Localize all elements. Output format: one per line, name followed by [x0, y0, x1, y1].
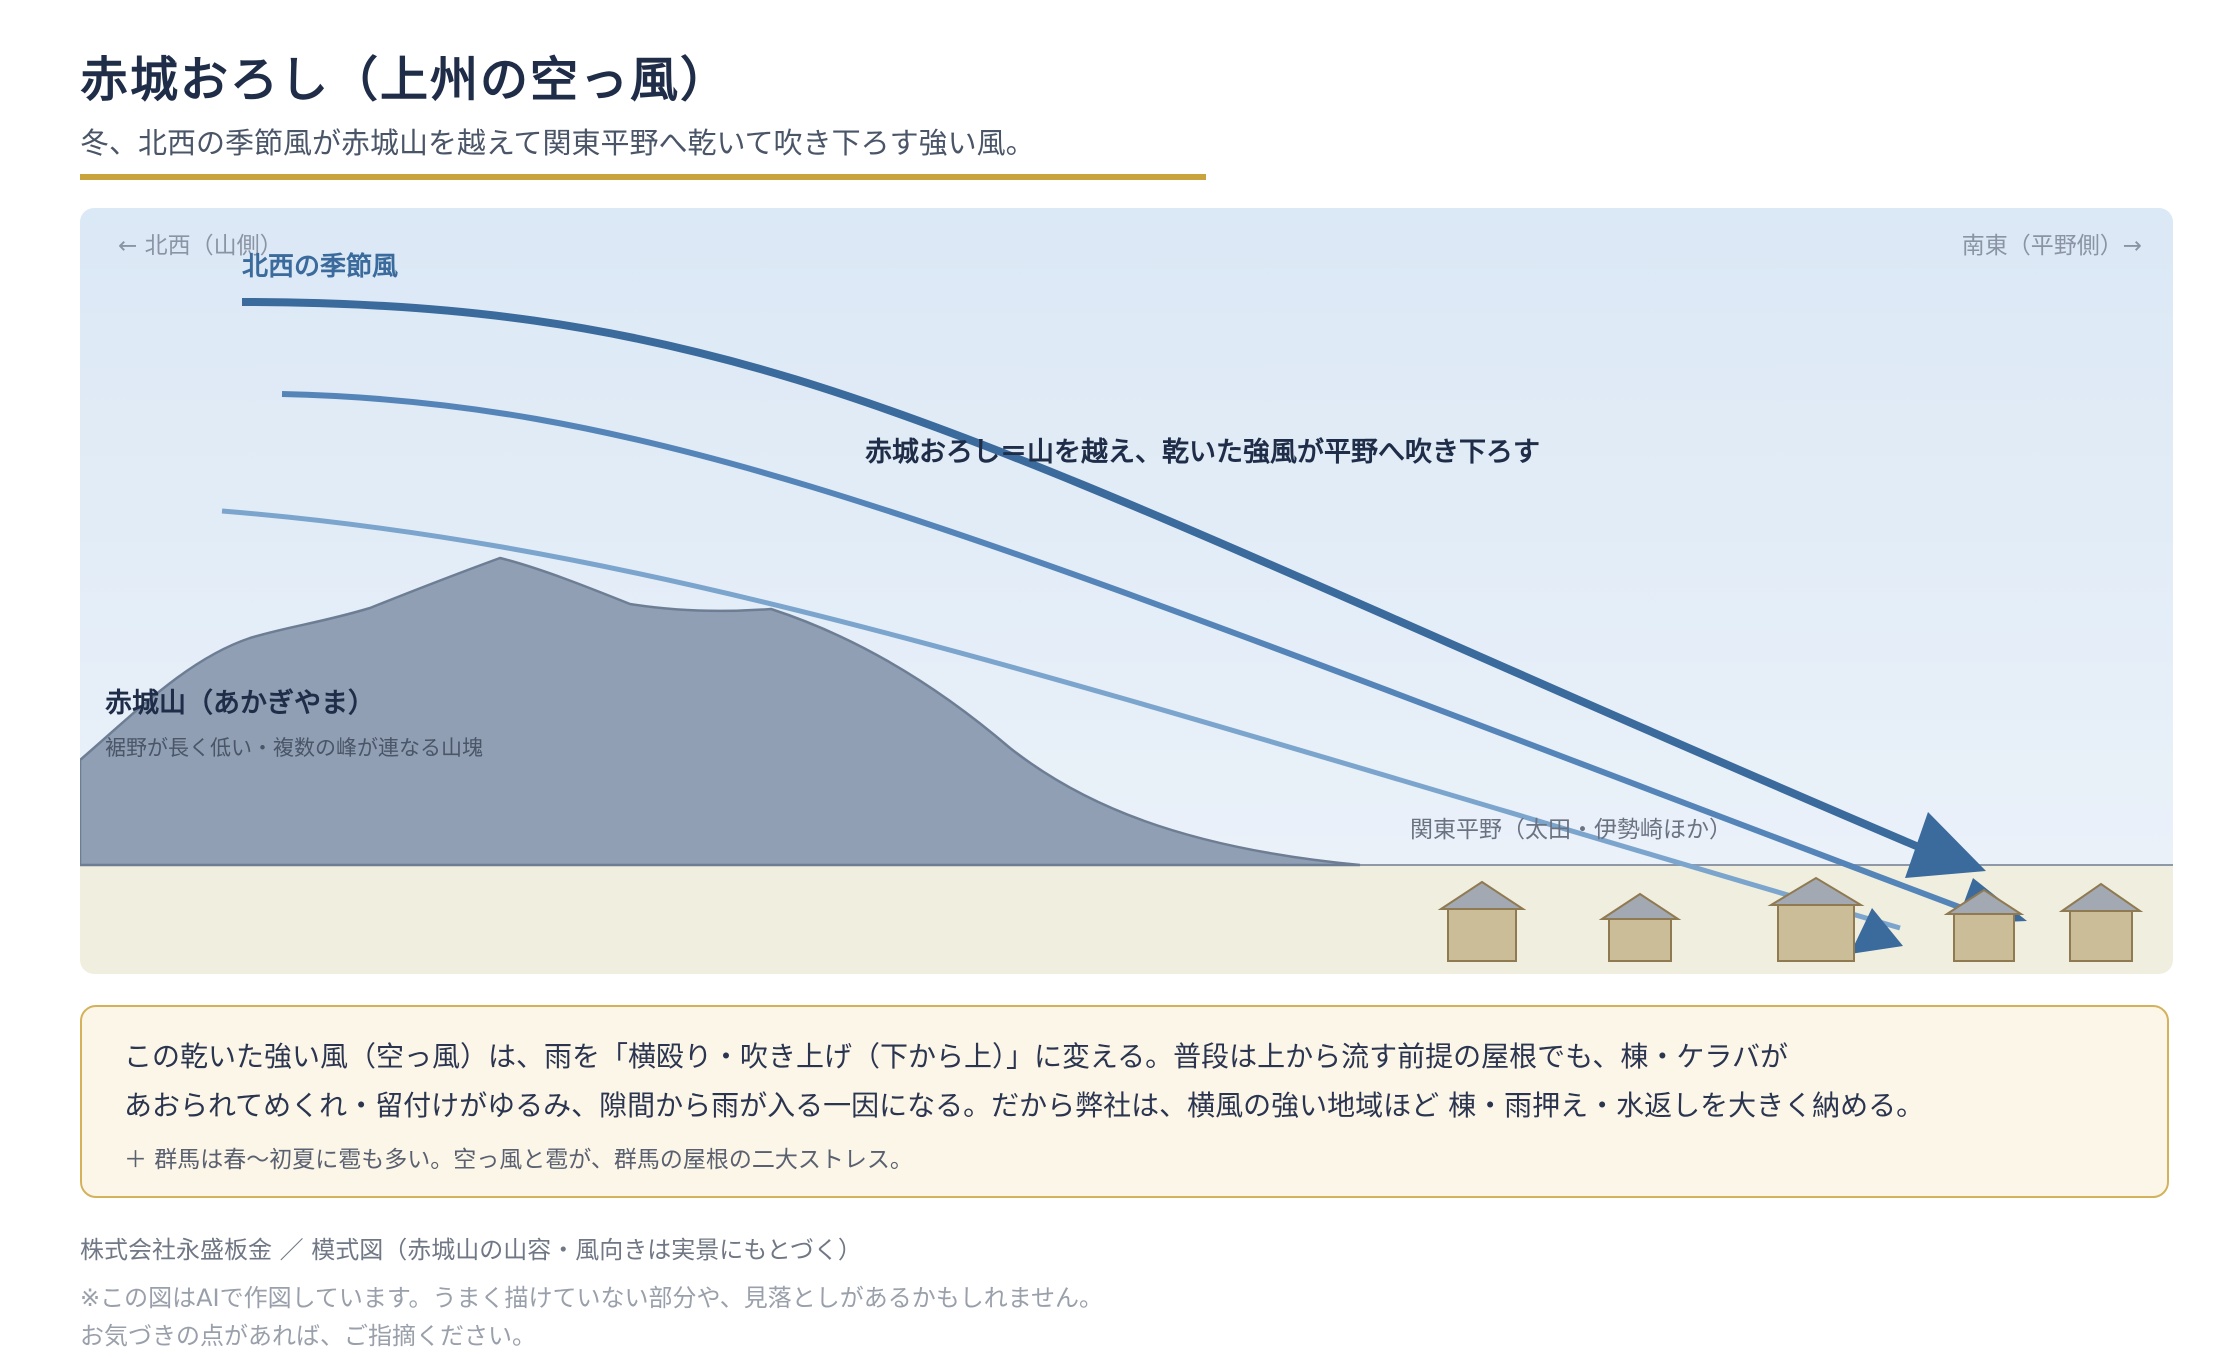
direction-right-label: 南東（平野側）→: [1962, 233, 2142, 259]
house: [1437, 880, 1527, 962]
direction-left-label: ← 北西（山側）: [118, 233, 283, 259]
mountain-description: 裾野が長く低い・複数の峰が連なる山塊: [105, 736, 483, 760]
house: [1598, 892, 1682, 962]
mountain-name: 赤城山（あかぎやま）: [105, 688, 375, 719]
plain-label: 関東平野（太田・伊勢崎ほか）: [1410, 817, 1732, 843]
main-label: 赤城おろし＝山を越え、乾いた強風が平野へ吹き下ろす: [865, 436, 1540, 468]
wind-arrowhead-strong: [1905, 812, 1986, 878]
credit-text: 株式会社永盛板金 ／ 模式図（赤城山の山容・風向きは実景にもとづく）: [80, 1236, 862, 1264]
ground: [80, 865, 2173, 974]
wind-label: 北西の季節風: [242, 251, 398, 282]
akagi-mountain: [80, 556, 1361, 867]
wind-arrow-light: [221, 508, 1901, 931]
wind-arrow-mid: [281, 391, 1977, 916]
note-line-3: ＋ 群馬は春〜初夏に雹も多い。空っ風と雹が、群馬の屋根の二大ストレス。: [124, 1147, 913, 1173]
note-line-2: あおられてめくれ・留付けがゆるみ、隙間から雨が入る一因になる。だから弊社は、横風…: [124, 1089, 1925, 1122]
title-underline: [80, 174, 1206, 180]
disclaimer-text: ※この図はAIで作図しています。うまく描けていない部分や、見落としがあるかもしれ…: [80, 1284, 1104, 1312]
page-subtitle: 冬、北西の季節風が赤城山を越えて関東平野へ乾いて吹き下ろす強い風。: [80, 126, 1035, 160]
house: [1943, 888, 2025, 962]
house: [1767, 876, 1865, 962]
note-line-1: この乾いた強い風（空っ風）は、雨を「横殴り・吹き上げ（下から上）」に変える。普段…: [124, 1040, 1789, 1073]
wind-arrowhead-light: [1850, 908, 1903, 954]
disclaimer-request-text: お気づきの点があれば、ご指摘ください。: [80, 1322, 536, 1350]
wind-arrow-strong: [241, 298, 1930, 855]
explanation-note: この乾いた強い風（空っ風）は、雨を「横殴り・吹き上げ（下から上）」に変える。普段…: [80, 1005, 2169, 1198]
page-title: 赤城おろし（上州の空っ風）: [80, 52, 731, 108]
house: [2058, 882, 2144, 962]
wind-diagram: ← 北西（山側） 南東（平野側）→ 北西の季節風 赤城おろし＝山を越え、乾いた強…: [80, 208, 2173, 974]
